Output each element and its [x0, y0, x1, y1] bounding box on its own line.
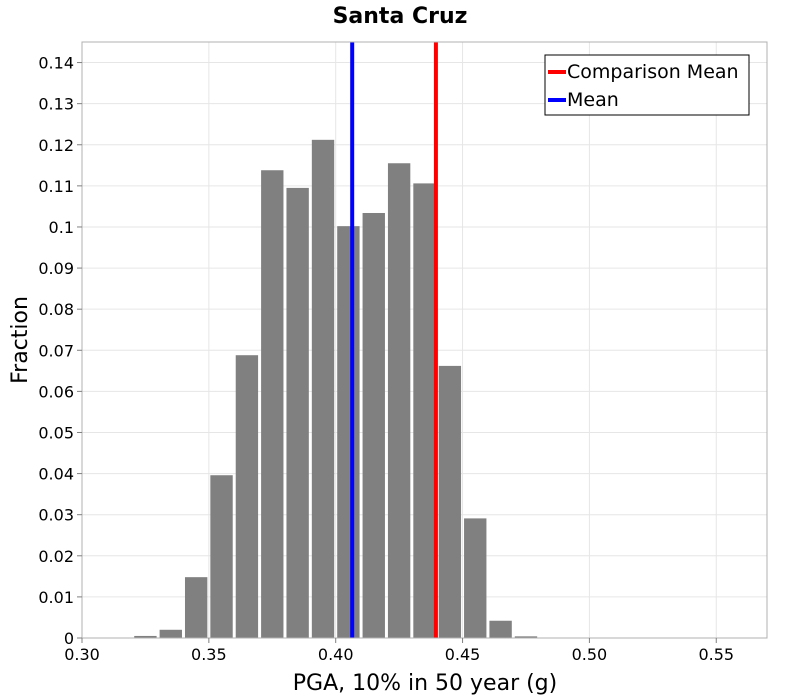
- plot-frame: [81, 41, 768, 639]
- x-tick-label: 0.45: [445, 645, 481, 664]
- histogram-bar: [489, 620, 512, 638]
- y-tick-label: 0.09: [38, 259, 74, 278]
- histogram-bar: [235, 355, 259, 638]
- y-axis-title: Fraction: [8, 296, 33, 384]
- histogram-bar: [184, 577, 208, 638]
- x-tick-label: 0.50: [572, 645, 608, 664]
- x-tick-label: 0.55: [698, 645, 734, 664]
- x-axis-title: PGA, 10% in 50 year (g): [293, 671, 557, 696]
- histogram-bar: [438, 365, 462, 638]
- histogram-bar: [159, 629, 182, 638]
- x-tick-label: 0.35: [191, 645, 227, 664]
- y-tick-label: 0.07: [38, 341, 74, 360]
- y-tick-label: 0: [64, 629, 74, 648]
- y-tick-label: 0.05: [38, 423, 74, 442]
- histogram-bars: [134, 139, 538, 639]
- y-tick-label: 0.02: [38, 547, 74, 566]
- histogram-bar: [261, 170, 284, 639]
- histogram-bar: [514, 636, 538, 638]
- y-tick-label: 0.06: [38, 382, 74, 401]
- y-tick-label: 0.04: [38, 465, 74, 484]
- y-tick-label: 0.14: [38, 54, 74, 73]
- legend-box: [544, 54, 750, 116]
- legend: Comparison Mean Mean: [544, 54, 750, 116]
- mean-lines: [350, 42, 438, 638]
- chart-title: Santa Cruz: [333, 4, 468, 29]
- histogram-bar: [311, 139, 335, 638]
- y-tick-label: 0.01: [38, 588, 74, 607]
- y-tick-label: 0.13: [38, 95, 74, 114]
- y-axis-ticks: 0 0.01 0.02 0.03 0.04 0.05 0.06 0.07 0.08 0.09 0.1…: [38, 54, 82, 648]
- y-tick-label: 0.12: [38, 136, 74, 155]
- y-tick-label: 0.11: [38, 177, 74, 196]
- y-tick-label: 0.03: [38, 506, 74, 525]
- histogram-bar: [387, 163, 411, 638]
- x-axis-ticks: 0.30 0.35 0.40 0.45 0.50 0.55: [64, 638, 734, 664]
- histogram-bar: [210, 475, 233, 638]
- histogram-bar: [464, 518, 487, 638]
- y-tick-label: 0.1: [49, 218, 74, 237]
- x-tick-label: 0.30: [64, 645, 100, 664]
- legend-label-mean: Mean: [567, 89, 619, 111]
- histogram-bar: [337, 226, 360, 639]
- histogram-bar: [362, 212, 385, 638]
- y-tick-label: 0.08: [38, 300, 74, 319]
- histogram-bar: [286, 187, 309, 638]
- histogram-bar: [134, 635, 157, 638]
- x-tick-label: 0.40: [318, 645, 354, 664]
- histogram-bar: [413, 183, 436, 638]
- legend-label-comparison-mean: Comparison Mean: [567, 61, 739, 83]
